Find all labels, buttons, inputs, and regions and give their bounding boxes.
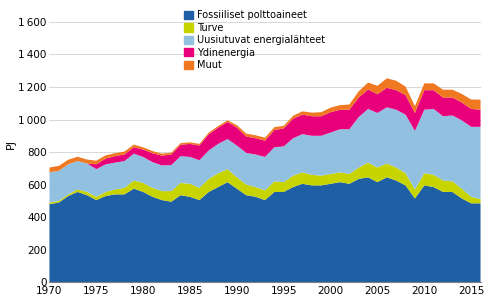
Legend: Fossiiliset polttoaineet, Turve, Uusiutuvat energialähteet, Ydinenergia, Muut: Fossiiliset polttoaineet, Turve, Uusiutu…: [184, 10, 326, 70]
Y-axis label: PJ: PJ: [5, 139, 16, 149]
